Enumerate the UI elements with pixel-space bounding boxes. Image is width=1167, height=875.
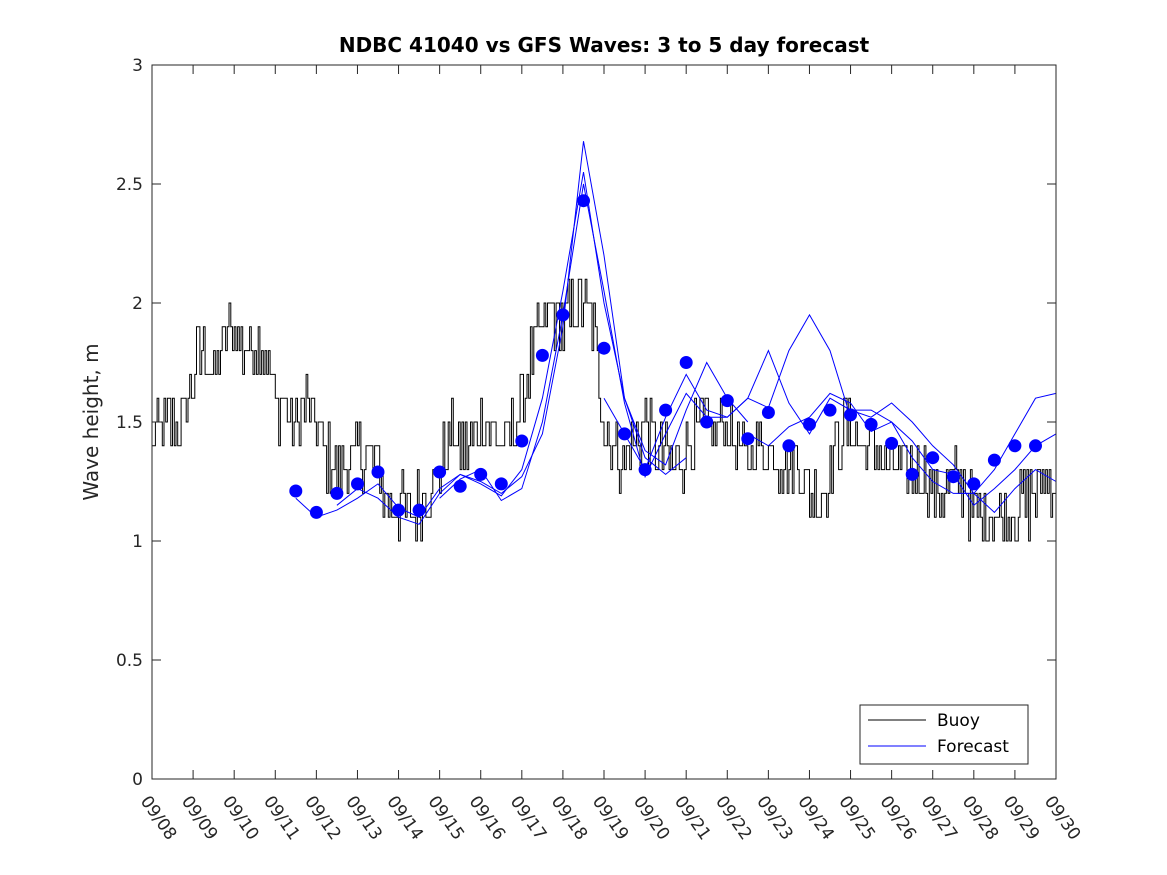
forecast-point [330,486,344,500]
y-tick-label: 1 [132,532,143,552]
y-tick-label: 2 [132,294,143,314]
forecast-point [351,477,364,491]
forecast-point [433,465,447,479]
forecast-point [885,436,899,450]
forecast-point [761,406,775,419]
forecast-point [720,394,734,408]
forecast-point [289,484,303,498]
forecast-point [1008,439,1022,453]
forecast-run-line [747,392,1057,507]
forecast-point [823,403,837,417]
forecast-point [453,479,467,493]
forecast-run-line [439,183,851,502]
y-tick-label: 2.5 [116,175,143,195]
forecast-point [309,505,323,519]
y-tick-label: 0.5 [116,651,143,671]
legend-box [859,704,1029,765]
legend-label-buoy: Buoy [937,711,980,731]
legend: Buoy Forecast [859,704,1029,765]
forecast-point [618,427,631,441]
y-tick-label: 3 [132,56,143,76]
chart-title: NDBC 41040 vs GFS Waves: 3 to 5 day fore… [339,33,870,57]
y-axis: 0 0.5 1 1.5 2 2.5 3 [116,56,1056,790]
forecast-point [700,415,714,429]
forecast-point [946,470,960,484]
forecast-point [494,477,508,491]
forecast-point [905,467,919,481]
forecast-point [741,432,755,446]
forecast-point [412,503,426,517]
forecast-point [967,477,981,491]
series-lines [152,141,1057,542]
forecast-point [782,439,796,453]
forecast-run-line [850,402,1057,514]
forecast-markers [289,194,1042,519]
forecast-point [515,434,529,448]
forecast-point [844,408,857,422]
forecast-point [577,194,590,208]
forecast-point [679,356,693,369]
forecast-point [926,451,940,465]
forecast-point [392,503,405,517]
forecast-point [535,348,549,362]
forecast-point [803,417,816,431]
forecast-point [474,467,488,481]
forecast-run-line [603,349,1057,494]
y-tick-label: 1.5 [116,413,143,433]
y-tick-label: 0 [132,770,143,790]
forecast-point [1029,439,1042,453]
forecast-point [371,465,385,479]
forecast-point [987,453,1001,467]
forecast-point [556,308,570,322]
forecast-point [864,417,878,431]
forecast-point [659,403,673,417]
forecast-run-line [336,141,749,525]
legend-label-forecast: Forecast [937,737,1009,757]
forecast-point [638,463,652,477]
forecast-point [597,341,611,355]
y-axis-title: Wave height, m [79,343,103,500]
